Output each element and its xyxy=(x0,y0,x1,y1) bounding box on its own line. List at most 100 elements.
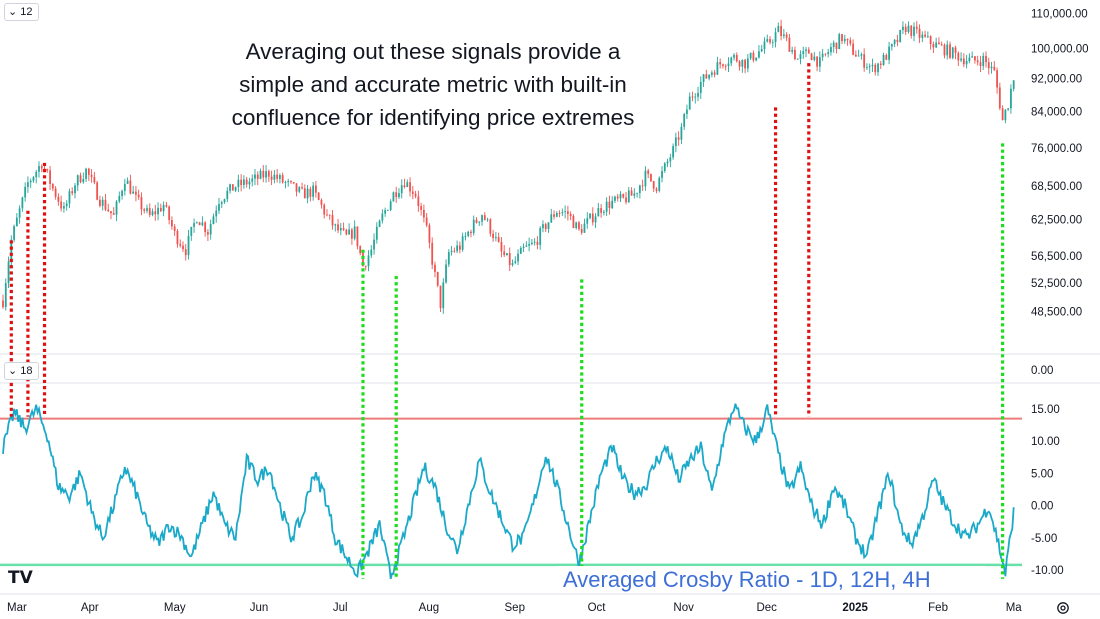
oscillator-axis-tick: 5.00 xyxy=(1031,468,1053,480)
candle-body xyxy=(400,185,403,194)
candle-body xyxy=(650,173,652,182)
candle-body xyxy=(46,168,49,171)
price-axis-tick: 52,500.00 xyxy=(1031,278,1082,290)
candle-body xyxy=(766,39,769,42)
candle-body xyxy=(359,246,362,254)
candle-body xyxy=(314,185,317,193)
price-axis-tick: 68,500.00 xyxy=(1031,181,1082,193)
candle-body xyxy=(470,231,472,234)
candle-body xyxy=(179,244,182,246)
candle-body xyxy=(328,214,331,216)
candle-body xyxy=(716,62,719,75)
candle-body xyxy=(589,213,591,219)
price-axis-tick: 92,000.00 xyxy=(1031,74,1082,86)
candle-body xyxy=(708,74,711,79)
candle-body xyxy=(686,109,688,115)
time-axis-tick: Nov xyxy=(673,602,694,614)
top-pane-collapse-button[interactable]: ⌄ 12 xyxy=(4,3,39,21)
candle-body xyxy=(735,54,738,62)
candle-body xyxy=(683,114,686,127)
candle-body xyxy=(334,224,337,226)
candle-body xyxy=(21,197,24,209)
candle-body xyxy=(854,54,857,57)
candle-body xyxy=(572,216,575,229)
candle-body xyxy=(638,185,641,194)
candle-body xyxy=(777,26,780,33)
candle-body xyxy=(248,181,251,185)
candle-body xyxy=(674,137,677,147)
bottom-pane-collapse-button[interactable]: ⌄ 18 xyxy=(4,362,39,380)
candle-body xyxy=(821,53,824,58)
settings-gear-icon[interactable] xyxy=(1055,600,1071,616)
candle-body xyxy=(461,236,464,250)
candle-body xyxy=(467,231,470,236)
candle-body xyxy=(76,175,79,186)
candle-body xyxy=(802,51,805,55)
candle-body xyxy=(406,182,409,187)
candle-body xyxy=(431,242,434,265)
candle-body xyxy=(184,249,187,256)
candle-body xyxy=(65,203,68,207)
candle-body xyxy=(882,55,885,66)
candle-body xyxy=(337,224,339,231)
candle-body xyxy=(979,62,982,67)
candle-body xyxy=(157,207,159,215)
candle-body xyxy=(345,229,348,235)
candle-body xyxy=(254,174,256,179)
time-axis-tick: Sep xyxy=(505,602,525,614)
signal-markers xyxy=(9,63,1005,579)
candle-body xyxy=(846,38,849,41)
candle-body xyxy=(101,199,104,206)
candle-body xyxy=(702,74,705,82)
candle-body xyxy=(195,222,198,224)
candle-body xyxy=(525,245,528,247)
candle-body xyxy=(924,34,926,37)
candle-body xyxy=(655,188,658,191)
candle-body xyxy=(591,213,594,223)
annotation-line: Averaging out these signals provide a xyxy=(246,39,621,64)
candle-body xyxy=(96,182,99,200)
candle-body xyxy=(799,54,802,59)
candle-body xyxy=(710,72,713,75)
candle-body xyxy=(447,252,450,265)
candle-body xyxy=(760,48,763,52)
candle-body xyxy=(87,168,90,175)
candle-body xyxy=(652,181,655,189)
candle-body xyxy=(259,170,262,179)
candle-body xyxy=(82,178,85,183)
candle-body xyxy=(669,157,672,162)
candle-body xyxy=(666,161,669,164)
candle-body xyxy=(223,199,226,203)
candle-body xyxy=(647,170,650,174)
candle-body xyxy=(849,40,852,44)
candle-body xyxy=(198,222,201,226)
candle-body xyxy=(35,171,38,178)
candle-body xyxy=(511,263,514,266)
candle-body xyxy=(256,174,259,179)
candle-body xyxy=(522,246,525,248)
candle-body xyxy=(680,126,683,140)
chevron-down-icon: ⌄ xyxy=(8,6,18,18)
bottom-pane-collapse-label: 18 xyxy=(20,365,33,377)
candle-body xyxy=(173,226,176,231)
candle-body xyxy=(794,49,796,60)
candle-body xyxy=(148,208,151,215)
candle-body xyxy=(517,253,519,262)
candle-body xyxy=(140,197,143,210)
candle-body xyxy=(57,196,60,202)
candle-body xyxy=(326,214,328,216)
candle-body xyxy=(417,196,420,207)
candle-body xyxy=(614,196,616,201)
candle-body xyxy=(107,209,110,212)
candle-body xyxy=(392,192,395,202)
candle-body xyxy=(602,211,605,213)
candle-body xyxy=(974,56,976,61)
candle-body xyxy=(115,201,118,215)
legend-title: Averaged Crosby Ratio - 1D, 12H, 4H xyxy=(563,567,931,592)
candle-body xyxy=(688,96,691,110)
candle-body xyxy=(478,221,481,223)
candle-body xyxy=(910,25,913,36)
candle-body xyxy=(497,237,500,242)
candle-body xyxy=(915,26,918,29)
